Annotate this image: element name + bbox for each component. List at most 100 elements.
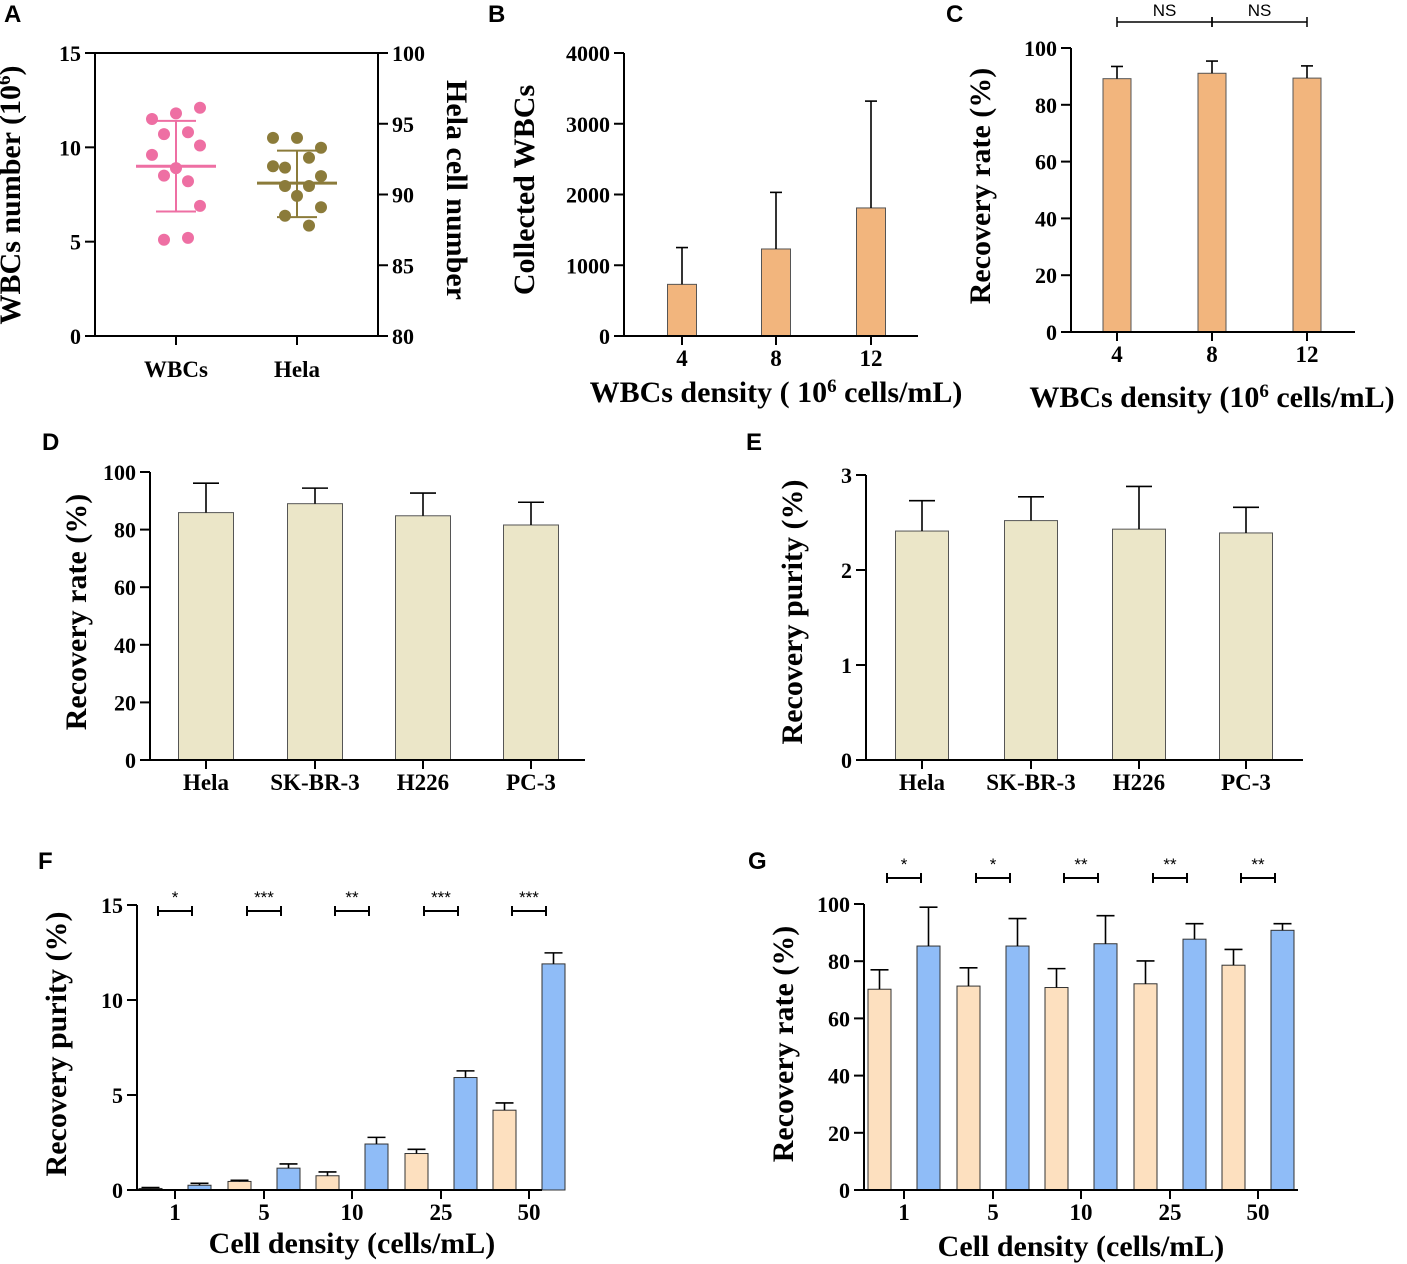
x-category-label: 10: [1070, 1200, 1093, 1225]
y-tick-label: 15: [101, 893, 123, 918]
data-point: [303, 219, 315, 232]
significance-bracket: *: [157, 888, 193, 916]
bar: [856, 207, 886, 337]
x-category-label: Hela: [274, 357, 320, 382]
bar: [1133, 983, 1158, 1191]
y-tick-label: 10: [101, 988, 123, 1013]
significance-label: **: [1251, 855, 1265, 874]
bar: [1182, 938, 1207, 1191]
bar: [492, 1109, 517, 1191]
x-axis-title: WBCs density ( 106 cells/mL): [590, 376, 963, 410]
y-tick-label: 1: [841, 653, 852, 678]
y-tick-label: 5: [112, 1083, 123, 1108]
y-tick-label: 20: [828, 1121, 850, 1146]
significance-label: *: [990, 855, 997, 874]
significance-bracket: **: [1240, 855, 1276, 883]
x-axis-title-text: WBCs density ( 10: [590, 376, 828, 409]
bar: [1112, 528, 1166, 761]
data-point: [170, 162, 182, 175]
x-category-label: PC-3: [506, 770, 556, 795]
x-category-label: H226: [397, 770, 449, 795]
y-tick-label: 20: [1035, 263, 1057, 288]
data-point: [146, 113, 158, 126]
data-point: [194, 139, 206, 152]
x-category-label: 4: [676, 346, 688, 371]
panel-letter: F: [38, 848, 53, 875]
y-tick-label: 1000: [566, 253, 610, 278]
y-tick-label: 60: [1035, 150, 1057, 175]
bar: [364, 1143, 389, 1191]
bar: [1197, 72, 1227, 333]
data-point: [315, 170, 327, 183]
x-axis-title-sup: 6: [827, 376, 837, 397]
bar: [761, 248, 791, 337]
series-1: [867, 948, 1246, 1191]
x-category-label: 8: [770, 346, 782, 371]
data-point: [158, 233, 170, 246]
x-category-label: Hela: [183, 770, 229, 795]
bar: [867, 988, 892, 1191]
y-axis-title-text: WBCs number (10: [0, 85, 27, 324]
panel-d: D 0 20 40 60 80 100 Recovery rate (%) Hela SK-BR-…: [42, 429, 585, 795]
x-axis-title: Cell density (cells/mL): [209, 1227, 496, 1260]
ns-label: NS: [1153, 1, 1177, 20]
panel-a: A 0 5 10 15 80 85 90 95 100 WBCs number (106) Hela …: [0, 1, 473, 382]
x-category-label: H226: [1113, 770, 1165, 795]
bar: [895, 530, 949, 761]
y-axis-title: Recovery rate (%): [767, 926, 800, 1163]
y-axis-right-title: Hela cell number: [440, 80, 473, 300]
x-category-label: 25: [1159, 1200, 1182, 1225]
bar: [916, 945, 941, 1191]
y-tick-label: 0: [70, 324, 81, 349]
y-tick-label: 0: [125, 748, 136, 773]
x-category-label: 4: [1111, 342, 1123, 367]
bar: [404, 1153, 429, 1191]
data-point: [315, 141, 327, 154]
y-tick-label: 0: [1046, 320, 1057, 345]
y-tick-label: 80: [114, 518, 136, 543]
y-tick-label: 100: [103, 460, 136, 485]
ns-bracket: NS: [1116, 1, 1213, 27]
x-category-label: 5: [987, 1200, 999, 1225]
significance-bracket: **: [334, 888, 370, 916]
data-point: [182, 231, 194, 244]
y-tick-label: 60: [828, 1006, 850, 1031]
bar: [1044, 987, 1069, 1191]
data-point: [303, 151, 315, 164]
data-point: [182, 175, 194, 188]
bar: [1270, 929, 1295, 1191]
significance-label: **: [345, 888, 359, 907]
x-category-label: 50: [518, 1200, 541, 1225]
series-hela: [257, 131, 337, 232]
significance-label: *: [901, 855, 908, 874]
bar: [453, 1077, 478, 1191]
x-category-label: 5: [258, 1200, 270, 1225]
x-axis-title-end: cells/mL): [837, 376, 963, 409]
panel-letter: C: [946, 1, 963, 28]
series-wbcs: [136, 101, 216, 246]
significance-bracket: *: [886, 855, 922, 883]
y-axis-title-end: ): [0, 66, 27, 76]
y-tick-label: 40: [114, 633, 136, 658]
significance-bracket: **: [1152, 855, 1188, 883]
bar: [1219, 532, 1273, 761]
y-axis-title: Recovery rate (%): [964, 68, 997, 305]
panel-letter: A: [4, 1, 21, 28]
panel-letter: E: [746, 429, 762, 456]
y-tick-label: 80: [828, 949, 850, 974]
y-tick-label: 2: [841, 558, 852, 583]
bar: [956, 985, 981, 1191]
bar: [315, 1175, 340, 1191]
y-tick-label: 0: [841, 748, 852, 773]
x-axis-title-end: cells/mL): [1269, 381, 1395, 414]
y-axis-title: Collected WBCs: [508, 85, 541, 295]
y-tick-label: 2000: [566, 183, 610, 208]
bar: [1221, 964, 1246, 1191]
y-tick-label: 15: [59, 41, 81, 66]
y-tick-label: 60: [114, 575, 136, 600]
panel-letter: G: [748, 848, 767, 875]
y-tick-label: 0: [599, 324, 610, 349]
bar: [1004, 520, 1058, 761]
significance-label: *: [172, 888, 179, 907]
bar: [541, 963, 566, 1191]
